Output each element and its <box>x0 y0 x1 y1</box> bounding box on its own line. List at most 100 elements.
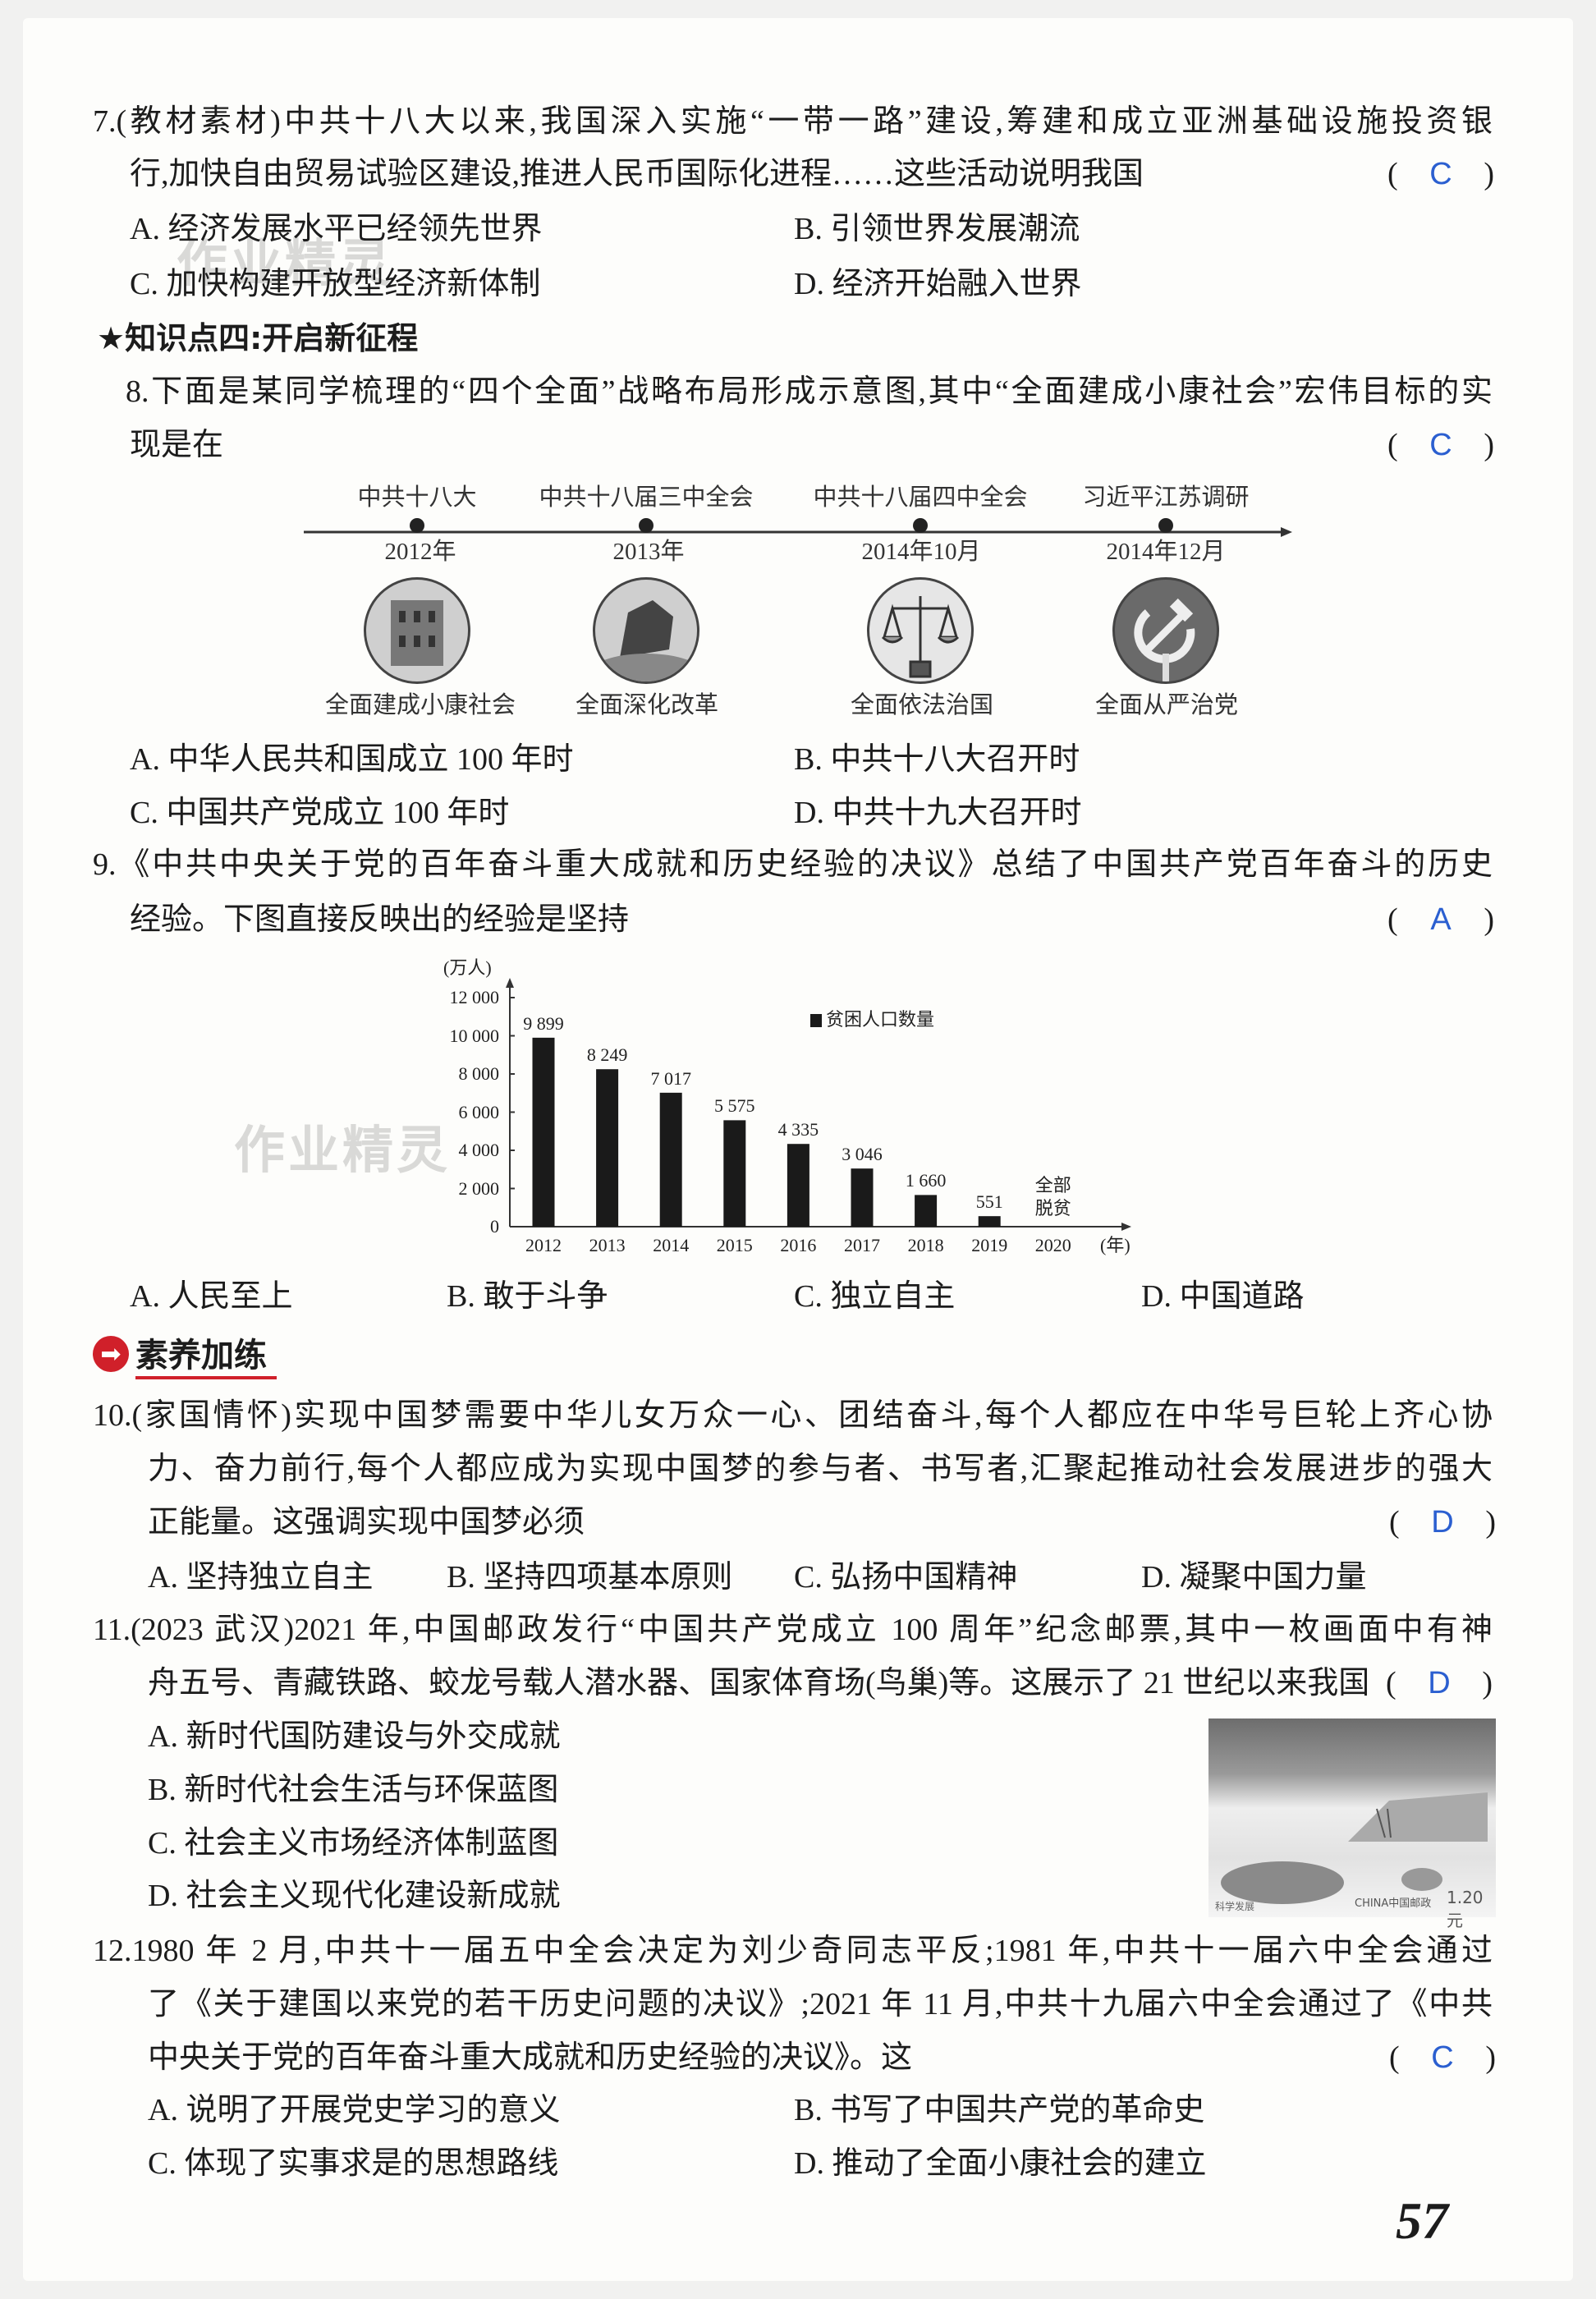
y-tick-label: 2 000 <box>458 1177 500 1199</box>
arrow-right-icon: ➡ <box>93 1336 129 1372</box>
q10-answer: (D) <box>1389 1502 1496 1543</box>
watermark: 作业精灵 <box>234 1120 452 1180</box>
section-header: ➡ 素养加练 <box>93 1333 277 1379</box>
answer-letter: D <box>1428 1666 1451 1700</box>
timeline-date: 2013年 <box>612 539 685 565</box>
bar-value-label: 1 660 <box>905 1170 947 1191</box>
q9-option-c: C. 独立自主 <box>794 1279 956 1314</box>
timeline-caption: 全面依法治国 <box>850 692 994 718</box>
stamp-value: 1.20元 <box>1447 1888 1484 1930</box>
q12-option-a: A. 说明了开展党史学习的意义 <box>148 2093 561 2127</box>
answer-letter: D <box>1431 1505 1454 1540</box>
q9-stem-line2: 经验。下图直接反映出的经验是坚持 <box>130 902 630 937</box>
q7-answer: ( C) <box>1387 154 1494 195</box>
x-tick-label: 2015 <box>716 1235 753 1255</box>
paren: ( <box>1387 157 1398 191</box>
buildings-icon <box>593 577 699 684</box>
q8-option-b: B. 中共十八大召开时 <box>794 742 1080 777</box>
house-icon <box>364 577 470 684</box>
q7-option-c: C. 加快构建开放型经济新体制 <box>130 267 541 301</box>
bar-value-label: 9 899 <box>523 1012 564 1034</box>
q9-option-a: A. 人民至上 <box>130 1279 293 1314</box>
q10-stem-line1: 10.(家国情怀)实现中国梦需要中华儿女万众一心、团结奋斗,每个人都应在中华号巨… <box>93 1398 1493 1433</box>
q10-stem-line3: 正能量。这强调实现中国梦必须 <box>148 1505 585 1540</box>
timeline-event: 中共十八届三中全会 <box>539 484 754 511</box>
timeline-date: 2012年 <box>384 539 456 565</box>
page-number: 57 <box>1396 2191 1448 2250</box>
x-tick-label: 2016 <box>780 1235 817 1255</box>
x-tick-label: 2018 <box>907 1235 944 1255</box>
paren: ( <box>1387 428 1398 462</box>
q9-answer: (A) <box>1387 899 1494 940</box>
paren: ) <box>1485 1505 1496 1540</box>
q11-option-b: B. 新时代社会生活与环保蓝图 <box>148 1773 559 1807</box>
y-tick-label: 4 000 <box>458 1140 500 1160</box>
timeline-date: 2014年10月 <box>861 539 981 565</box>
q10-option-b: B. 坚持四项基本原则 <box>447 1560 733 1595</box>
timeline-caption: 全面深化改革 <box>575 692 719 718</box>
annotation-all-out-of-poverty: 全部 <box>1034 1175 1071 1195</box>
q12-stem-line2: 了《关于建国以来党的若干历史问题的决议》;2021 年 11 月,中共十九届六中… <box>148 1987 1493 2021</box>
answer-letter: C <box>1429 428 1452 462</box>
timeline-date: 2014年12月 <box>1106 539 1226 565</box>
q12-answer: ( C) <box>1389 2037 1496 2078</box>
q7-stem-line1: 7.(教材素材)中共十八大以来,我国深入实施“一带一路”建设,筹建和成立亚洲基础… <box>93 104 1493 139</box>
x-tick-label: 2017 <box>844 1235 880 1255</box>
paren: ( <box>1389 2040 1400 2075</box>
paren: ( <box>1387 902 1398 937</box>
timeline-event: 中共十八大 <box>357 484 477 511</box>
q12-stem-line1: 12.1980 年 2 月,中共十一届五中全会决定为刘少奇同志平反;1981 年… <box>93 1934 1493 1968</box>
x-tick-label: 2020 <box>1034 1235 1071 1255</box>
section-heading-knowledge-4: ★知识点四:开启新征程 <box>97 320 419 356</box>
q11-answer: (D) <box>1386 1663 1493 1704</box>
q8-stem-line1: 8.下面是某同学梳理的“四个全面”战略布局形成示意图,其中“全面建成小康社会”宏… <box>126 374 1493 409</box>
q8-option-d: D. 中共十九大召开时 <box>794 796 1082 830</box>
q10-option-a: A. 坚持独立自主 <box>148 1560 374 1595</box>
x-tick-label: 2014 <box>653 1235 690 1255</box>
bar-value-label: 5 575 <box>714 1095 755 1117</box>
q12-option-c: C. 体现了实事求是的思想路线 <box>148 2146 559 2181</box>
timeline-axis <box>304 518 1292 537</box>
annotation-all-out-of-poverty: 脱贫 <box>1034 1198 1071 1218</box>
y-tick-label: 8 000 <box>458 1063 500 1084</box>
stamp-country: CHINA中国邮政 <box>1355 1897 1432 1910</box>
q11-option-c: C. 社会主义市场经济体制蓝图 <box>148 1826 559 1861</box>
y-tick-label: 6 000 <box>458 1101 500 1122</box>
q10-option-c: C. 弘扬中国精神 <box>794 1560 1018 1595</box>
q12-option-b: B. 书写了中国共产党的革命史 <box>794 2093 1205 2127</box>
bar-value-label: 551 <box>975 1191 1003 1213</box>
timeline-caption: 全面建成小康社会 <box>324 692 516 718</box>
q12-option-d: D. 推动了全面小康社会的建立 <box>794 2146 1207 2181</box>
q11-option-d: D. 社会主义现代化建设新成就 <box>148 1879 561 1913</box>
answer-letter: C <box>1431 2040 1454 2075</box>
timeline-event: 中共十八届四中全会 <box>813 484 1028 511</box>
hammer-sickle-icon <box>1112 577 1219 684</box>
paren: ) <box>1484 428 1494 462</box>
q10-option-d: D. 凝聚中国力量 <box>1141 1560 1367 1595</box>
q7-option-a: A. 经济发展水平已经领先世界 <box>130 212 543 246</box>
x-tick-label: 2019 <box>971 1235 1008 1255</box>
watermark: 作业精灵 <box>177 233 394 293</box>
legend-label: 贫困人口数量 <box>826 1009 935 1030</box>
y-tick-label: 0 <box>490 1216 499 1237</box>
q8-option-a: A. 中华人民共和国成立 100 年时 <box>130 742 574 777</box>
q9-option-b: B. 敢于斗争 <box>447 1279 608 1314</box>
commemorative-stamp-image: 科学发展 CHINA中国邮政 1.20元 <box>1208 1719 1496 1930</box>
x-tick-label: 2013 <box>589 1235 626 1255</box>
q11-option-a: A. 新时代国防建设与外交成就 <box>148 1719 561 1754</box>
q10-stem-line2: 力、奋力前行,每个人都应成为实现中国梦的参与者、书写者,汇聚起推动社会发展进步的… <box>148 1452 1493 1486</box>
paren: ) <box>1485 2040 1496 2075</box>
paren: ) <box>1484 157 1494 191</box>
q9-option-d: D. 中国道路 <box>1141 1279 1305 1314</box>
q8-stem-line2: 现是在 <box>130 428 224 462</box>
bar-value-label: 4 335 <box>777 1119 819 1140</box>
paren: ( <box>1386 1666 1396 1700</box>
answer-letter: C <box>1429 157 1452 191</box>
answer-letter: A <box>1430 902 1452 937</box>
scales-icon <box>867 577 974 684</box>
y-tick-label: 12 000 <box>449 987 500 1007</box>
q8-answer: ( C) <box>1387 424 1494 466</box>
section-title: 素养加练 <box>135 1328 277 1379</box>
stamp-caption: 科学发展 <box>1215 1901 1255 1912</box>
q9-stem-line1: 9.《中共中央关于党的百年奋斗重大成就和历史经验的决议》总结了中国共产党百年奋斗… <box>93 847 1493 882</box>
